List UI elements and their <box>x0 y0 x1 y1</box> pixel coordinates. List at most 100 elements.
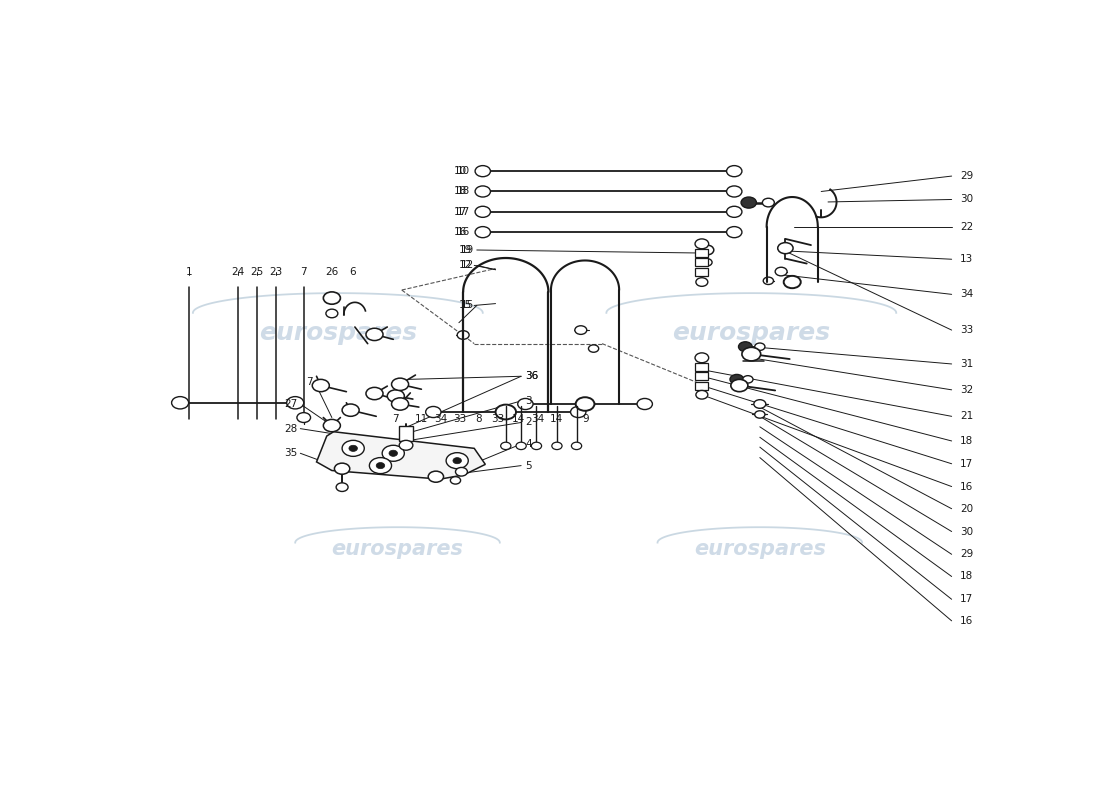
Circle shape <box>531 442 541 450</box>
Text: 30: 30 <box>960 526 974 537</box>
Circle shape <box>700 245 714 255</box>
Text: 2: 2 <box>526 418 532 427</box>
Circle shape <box>730 379 748 392</box>
Circle shape <box>516 442 526 450</box>
Circle shape <box>428 471 443 482</box>
Circle shape <box>730 374 744 384</box>
Text: 7: 7 <box>300 266 307 277</box>
Circle shape <box>392 398 408 410</box>
Circle shape <box>475 226 491 238</box>
Text: 29: 29 <box>960 171 974 181</box>
Circle shape <box>399 440 412 450</box>
Polygon shape <box>317 432 485 479</box>
Circle shape <box>727 186 741 197</box>
Text: 8: 8 <box>475 414 482 424</box>
Circle shape <box>337 483 348 491</box>
Text: 20: 20 <box>960 504 974 514</box>
Circle shape <box>552 442 562 450</box>
Bar <box>695 267 708 275</box>
Circle shape <box>376 462 385 469</box>
Circle shape <box>571 406 586 418</box>
Bar <box>399 426 412 441</box>
Circle shape <box>500 442 510 450</box>
Circle shape <box>382 446 405 462</box>
Text: 1: 1 <box>185 266 192 277</box>
Circle shape <box>741 347 761 361</box>
Text: 13: 13 <box>960 254 974 264</box>
Text: eurospares: eurospares <box>258 321 417 345</box>
Text: 31: 31 <box>960 359 974 369</box>
Text: 30: 30 <box>960 194 974 205</box>
Text: 23: 23 <box>270 266 283 277</box>
Text: 22: 22 <box>960 222 974 231</box>
Circle shape <box>389 450 397 456</box>
Circle shape <box>366 328 383 341</box>
Text: 16: 16 <box>456 227 470 237</box>
Text: 33: 33 <box>453 414 466 424</box>
Circle shape <box>695 239 708 249</box>
Circle shape <box>312 379 329 392</box>
Circle shape <box>334 463 350 474</box>
Text: 21: 21 <box>960 411 974 422</box>
Circle shape <box>475 206 491 218</box>
Text: 18: 18 <box>456 186 470 197</box>
Circle shape <box>762 198 774 207</box>
Circle shape <box>426 406 441 418</box>
Circle shape <box>453 458 462 464</box>
Text: 5: 5 <box>526 461 532 470</box>
Circle shape <box>172 397 189 409</box>
Text: 35: 35 <box>285 448 298 458</box>
Circle shape <box>727 206 741 218</box>
Text: 27: 27 <box>285 399 298 409</box>
Circle shape <box>458 330 469 339</box>
Text: 10: 10 <box>454 166 467 176</box>
Bar <box>695 363 708 371</box>
Circle shape <box>447 453 469 469</box>
Circle shape <box>727 226 741 238</box>
Circle shape <box>783 276 801 288</box>
Circle shape <box>696 390 707 399</box>
Circle shape <box>588 345 598 352</box>
Text: 15: 15 <box>461 301 474 310</box>
Circle shape <box>754 400 766 408</box>
Circle shape <box>475 186 491 197</box>
Text: 4: 4 <box>526 439 532 449</box>
Text: 17: 17 <box>960 594 974 604</box>
Text: eurospares: eurospares <box>672 321 830 345</box>
Text: 18: 18 <box>960 436 974 446</box>
Circle shape <box>323 419 340 432</box>
Text: 19: 19 <box>459 245 472 255</box>
Bar <box>695 249 708 257</box>
Text: 26: 26 <box>326 266 339 277</box>
Circle shape <box>342 404 359 416</box>
Text: 32: 32 <box>960 385 974 395</box>
Bar <box>695 258 708 266</box>
Text: 16: 16 <box>960 482 974 491</box>
Circle shape <box>387 390 405 402</box>
Circle shape <box>287 397 304 409</box>
Text: 34: 34 <box>531 414 544 424</box>
Text: 17: 17 <box>960 458 974 469</box>
Text: 18: 18 <box>960 571 974 582</box>
Circle shape <box>495 405 516 419</box>
Text: eurospares: eurospares <box>331 538 463 558</box>
Text: 18: 18 <box>454 186 467 197</box>
Circle shape <box>763 277 773 285</box>
Circle shape <box>475 166 491 177</box>
Text: 34: 34 <box>960 290 974 299</box>
Circle shape <box>450 477 461 484</box>
Circle shape <box>637 398 652 410</box>
Circle shape <box>741 197 757 208</box>
Circle shape <box>755 410 764 418</box>
Text: 14: 14 <box>550 414 563 424</box>
Text: 11: 11 <box>415 414 428 424</box>
Circle shape <box>776 267 788 276</box>
Text: 9: 9 <box>583 414 590 424</box>
Text: 12: 12 <box>459 261 472 270</box>
Bar <box>695 372 708 380</box>
Text: 7: 7 <box>306 378 312 387</box>
Bar <box>695 382 708 390</box>
Circle shape <box>742 376 754 383</box>
Text: 15: 15 <box>459 301 472 310</box>
Text: 16: 16 <box>960 616 974 626</box>
